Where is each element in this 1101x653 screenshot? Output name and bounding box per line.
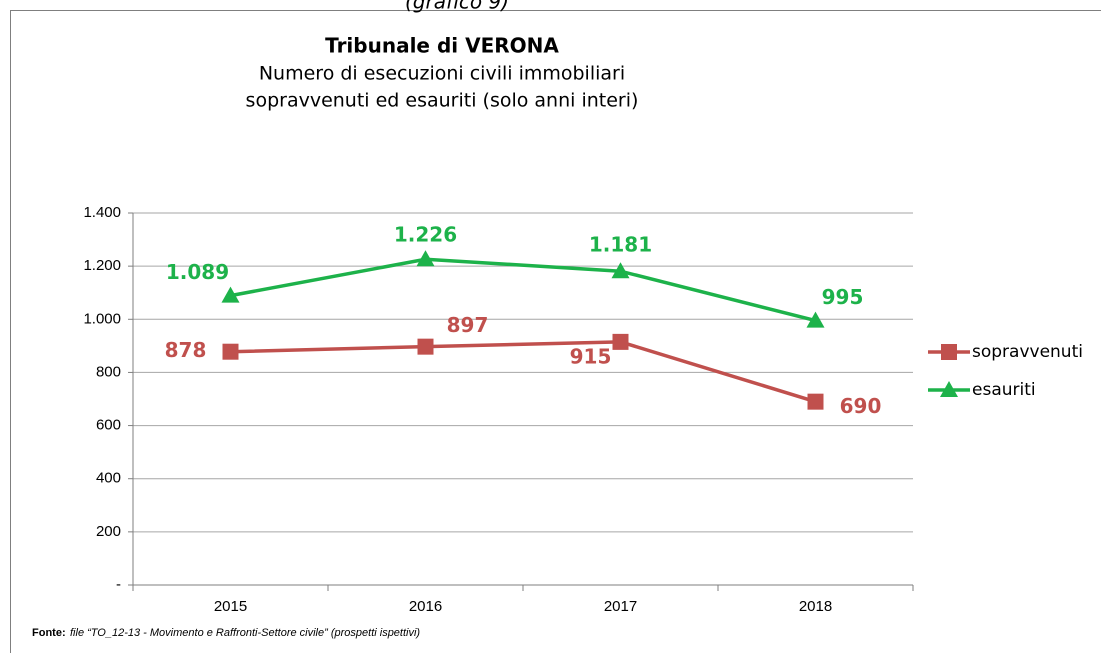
- data-label: 897: [447, 313, 489, 337]
- data-label: 915: [570, 344, 612, 368]
- data-point: [806, 311, 825, 328]
- data-label: 1.226: [394, 223, 457, 247]
- data-label: 690: [840, 394, 882, 418]
- y-tick-label: 1.000: [83, 310, 121, 327]
- chart-frame: [10, 10, 1101, 653]
- note-backdrop: [380, 0, 540, 10]
- y-tick-label: -: [116, 576, 121, 593]
- x-tick-label: 2017: [604, 598, 637, 615]
- x-tick-label: 2015: [214, 598, 247, 615]
- data-label: 995: [822, 285, 864, 309]
- y-tick-label: 400: [96, 470, 121, 487]
- chart-note: (grafico 9): [405, 0, 509, 14]
- legend-marker: [940, 381, 958, 397]
- data-point: [612, 333, 629, 350]
- x-tick-label: 2018: [799, 598, 832, 615]
- data-label: 1.181: [589, 233, 652, 257]
- legend-label: esauriti: [972, 380, 1036, 400]
- data-label: 1.089: [166, 260, 229, 284]
- series-line: [230, 340, 817, 404]
- chart-subtitle: sopravvenuti ed esauriti (solo anni inte…: [246, 90, 639, 112]
- y-tick-label: 200: [96, 523, 121, 540]
- y-tick-label: 1.200: [83, 257, 121, 274]
- data-point: [222, 343, 239, 360]
- series-line: [230, 257, 816, 323]
- data-point: [807, 393, 824, 410]
- y-tick-label: 800: [96, 363, 121, 380]
- chart-subtitle: Numero di esecuzioni civili immobiliari: [259, 63, 625, 85]
- data-label: 878: [165, 338, 207, 362]
- data-point: [416, 250, 435, 267]
- legend-marker: [941, 344, 957, 360]
- legend-label: sopravvenuti: [972, 342, 1083, 362]
- data-point: [221, 286, 240, 303]
- y-tick-label: 1.400: [83, 204, 121, 221]
- source: file “TO_12-13 - Movimento e Raffronti-S…: [70, 627, 420, 639]
- chart-title: Tribunale di VERONA: [325, 34, 559, 58]
- source-label: Fonte:: [32, 627, 66, 639]
- data-point: [611, 262, 630, 279]
- data-point: [417, 338, 434, 355]
- x-tick-label: 2016: [409, 598, 442, 615]
- y-tick-label: 600: [96, 417, 121, 434]
